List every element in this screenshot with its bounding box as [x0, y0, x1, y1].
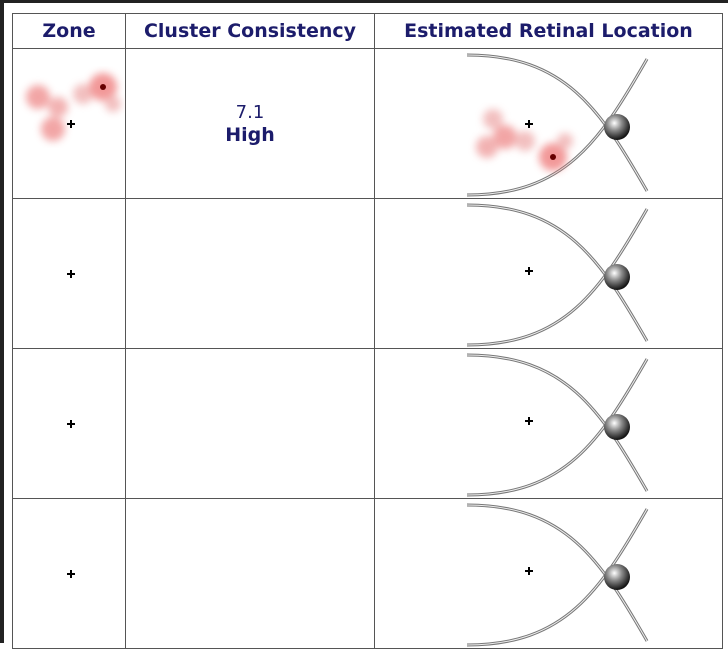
consistency-level: High — [225, 123, 275, 146]
zone-cell — [12, 198, 126, 349]
zone-marker — [66, 419, 76, 429]
zone-cell — [12, 498, 126, 649]
retina-diagram — [465, 203, 649, 347]
zone-cell — [12, 48, 126, 199]
header-row: Zone Cluster Consistency Estimated Retin… — [12, 13, 723, 49]
row: 7.1 High — [12, 48, 723, 199]
header-cell: Cluster Consistency — [125, 13, 375, 49]
zone-marker — [66, 269, 76, 279]
retina-diagram — [465, 353, 649, 497]
header-cell: Estimated Retinal Location — [374, 13, 723, 49]
retina-cell — [374, 348, 723, 499]
retina-cell — [374, 498, 723, 649]
consistency-cell — [125, 198, 375, 349]
retina-cell — [374, 198, 723, 349]
retina-cell — [374, 48, 723, 199]
row — [12, 198, 723, 349]
row — [12, 498, 723, 649]
zone-cell — [12, 348, 126, 499]
consistency-score: 7.1 — [235, 101, 265, 123]
consistency-cell — [125, 348, 375, 499]
zone-marker — [66, 569, 76, 579]
results-table: Zone Cluster Consistency Estimated Retin… — [12, 13, 723, 649]
row — [12, 348, 723, 499]
consistency-cell: 7.1 High — [125, 48, 375, 199]
header-cell: Zone — [12, 13, 126, 49]
consistency-cell — [125, 498, 375, 649]
zone-heatmap — [26, 73, 121, 141]
retina-diagram — [465, 503, 649, 647]
retina-diagram — [465, 53, 649, 197]
